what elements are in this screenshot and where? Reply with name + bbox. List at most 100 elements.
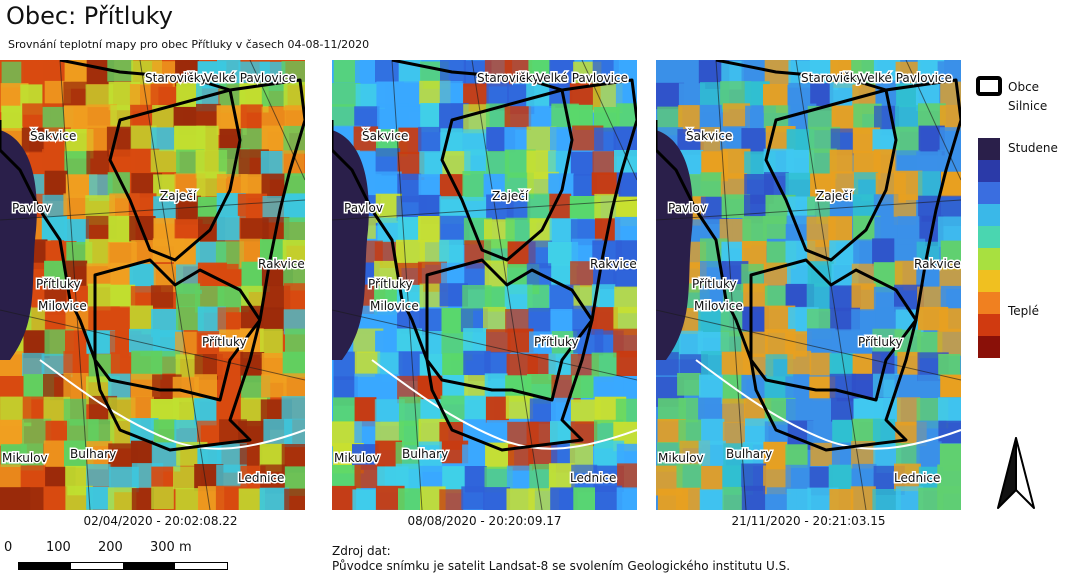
map-field-patch xyxy=(175,331,199,359)
map-field-patch xyxy=(505,309,529,333)
map-field-patch xyxy=(613,376,637,400)
map-field-patch xyxy=(591,172,622,196)
map-field-patch xyxy=(216,464,247,488)
map-field-patch xyxy=(150,83,173,107)
map-field-patch xyxy=(526,81,550,107)
map-field-patch xyxy=(722,486,746,510)
map-field-patch xyxy=(196,103,221,128)
map-field-patch xyxy=(63,398,87,426)
map-field-patch xyxy=(829,353,856,377)
map-field-patch xyxy=(420,399,444,424)
map-field-patch xyxy=(916,441,942,465)
map-field-patch xyxy=(175,283,201,308)
map-field-patch xyxy=(418,441,442,472)
thermal-map-april: Starovičky Velké Pavlovice Šakvice Zaječí Pa… xyxy=(0,60,305,510)
map-field-patch xyxy=(742,216,767,246)
map-field-patch xyxy=(462,171,486,201)
map-field-patch xyxy=(45,420,70,444)
map-field-patch xyxy=(150,149,180,173)
map-field-patch xyxy=(938,354,961,379)
map-field-patch xyxy=(504,127,527,154)
map-field-patch xyxy=(240,218,269,242)
map-field-patch xyxy=(110,306,133,330)
map-field-patch xyxy=(216,215,240,241)
map-field-patch xyxy=(332,104,355,127)
map-field-patch xyxy=(807,420,831,444)
legend-warm-label: Teplé xyxy=(1008,304,1040,318)
map-field-patch xyxy=(573,487,596,510)
legend-ramp-swatch xyxy=(978,314,1000,336)
map-field-patch xyxy=(108,373,131,400)
map-place-label: Velké Pavlovice xyxy=(204,71,296,85)
legend-color-ramp xyxy=(978,138,1000,358)
map-field-patch xyxy=(129,305,153,335)
map-field-patch xyxy=(486,420,510,446)
legend-ramp-swatch xyxy=(978,226,1000,248)
map-field-patch xyxy=(852,463,877,491)
map-field-patch xyxy=(528,105,556,129)
map-field-patch xyxy=(217,60,241,85)
map-field-patch xyxy=(744,418,769,445)
legend-ramp-swatch xyxy=(978,138,1000,160)
north-arrow-icon xyxy=(997,437,1035,509)
map-place-label: Přítluky xyxy=(692,277,737,291)
map-field-patch xyxy=(528,240,553,269)
map-field-patch xyxy=(397,173,422,203)
map-field-patch xyxy=(699,104,722,131)
map-field-patch xyxy=(216,397,245,421)
map-field-patch xyxy=(504,106,532,130)
map-field-patch xyxy=(483,487,511,510)
map-field-patch xyxy=(261,307,284,331)
map-field-patch xyxy=(44,170,68,201)
map-field-patch xyxy=(874,216,898,240)
map-road xyxy=(0,199,305,221)
map-place-label: Bulhary xyxy=(402,447,448,461)
map-field-patch xyxy=(85,84,114,108)
map-field-patch xyxy=(107,487,137,510)
map-field-patch xyxy=(42,149,65,174)
map-field-patch xyxy=(485,151,510,182)
map-place-label: Zaječí xyxy=(160,189,197,203)
map-field-patch xyxy=(506,488,535,510)
map-field-patch xyxy=(418,126,441,153)
map-field-patch xyxy=(110,284,136,308)
map-field-patch xyxy=(194,398,217,426)
map-field-patch xyxy=(461,486,485,510)
map-field-patch xyxy=(549,218,578,242)
map-field-patch xyxy=(786,398,813,423)
map-field-patch xyxy=(333,60,360,83)
map-field-patch xyxy=(937,61,961,85)
map-field-patch xyxy=(395,463,423,490)
map-field-patch xyxy=(940,285,961,311)
map-field-patch xyxy=(614,286,637,314)
map-field-patch xyxy=(87,104,117,128)
map-field-patch xyxy=(505,395,534,419)
map-caption-november: 21/11/2020 - 20:21:03.15 xyxy=(731,514,886,528)
map-field-patch xyxy=(939,262,961,289)
map-field-patch xyxy=(108,397,136,421)
map-field-patch xyxy=(63,351,87,375)
map-field-patch xyxy=(175,488,199,510)
map-field-patch xyxy=(528,60,551,85)
map-field-patch xyxy=(701,465,724,491)
map-field-patch xyxy=(375,60,399,83)
map-place-label: Milovice xyxy=(370,299,419,313)
map-field-patch xyxy=(940,240,961,271)
map-field-patch xyxy=(354,351,381,377)
map-field-patch xyxy=(613,306,637,336)
map-municipality-boundary xyxy=(332,60,637,452)
map-field-patch xyxy=(872,489,901,510)
map-field-patch xyxy=(548,241,579,266)
map-field-patch xyxy=(464,466,487,493)
map-field-patch xyxy=(464,196,487,221)
map-place-label: Pavlov xyxy=(12,201,51,215)
map-place-label: Pavlov xyxy=(344,201,383,215)
map-field-patch xyxy=(829,149,853,174)
map-field-patch xyxy=(86,464,111,487)
map-place-label: Velké Pavlovice xyxy=(536,71,628,85)
map-field-patch xyxy=(483,306,507,332)
map-field-patch xyxy=(677,373,701,396)
map-field-patch xyxy=(850,486,876,510)
map-place-label: Starovičky xyxy=(145,71,207,85)
map-field-patch xyxy=(332,485,357,510)
